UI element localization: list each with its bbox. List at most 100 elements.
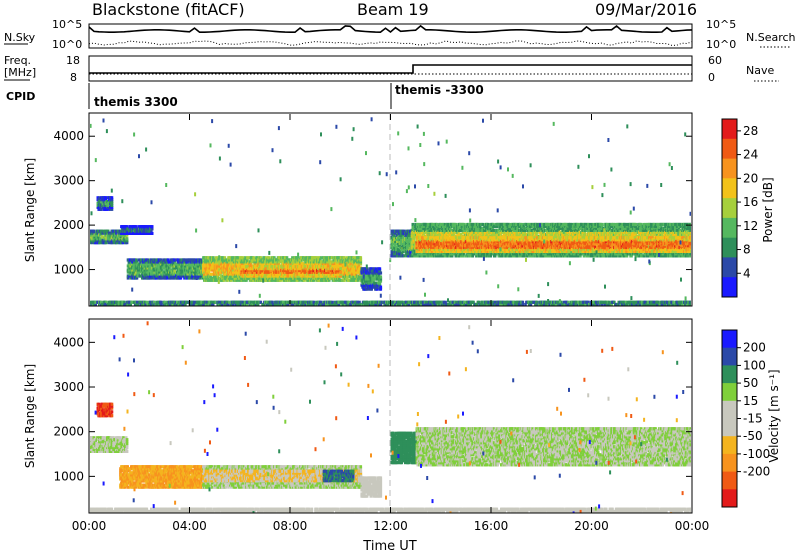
scatter-cell: [433, 230, 436, 234]
scatter-cell: [286, 258, 290, 262]
scatter-cell: [172, 276, 176, 280]
scatter-cell: [490, 230, 493, 234]
scatter-cell: [241, 276, 245, 280]
cpid-segment-2: themis -3300: [395, 83, 484, 97]
scatter-cell: [411, 242, 415, 246]
scatter-cell: [151, 272, 155, 276]
scatter-cell: [414, 234, 417, 238]
scatter-cell: [125, 241, 129, 245]
scatter-cell: [422, 232, 425, 236]
scatter-cell: [293, 276, 297, 280]
scatter-cell: [348, 258, 352, 262]
scatter-cell: [308, 265, 312, 269]
scatter-cell: [239, 268, 243, 272]
scatter-cell: [286, 278, 290, 282]
scatter-cell: [152, 262, 156, 266]
scatter-cell: [145, 260, 149, 264]
scatter-cell: [352, 274, 355, 278]
scatter-cell: [168, 272, 171, 276]
scatter-cell: [171, 266, 175, 270]
scatter-cell: [97, 198, 100, 202]
scatter-cell: [205, 266, 209, 270]
scatter-cell: [99, 231, 103, 235]
scatter-cell: [292, 274, 296, 278]
scatter-cell: [334, 258, 337, 262]
scatter-cell: [411, 226, 415, 230]
scatter-cell: [401, 248, 405, 252]
scatter-cell: [98, 239, 102, 243]
scatter-cell: [367, 287, 371, 291]
scatter-cell: [345, 264, 348, 268]
scatter-cell: [318, 256, 321, 260]
scatter-cell: [141, 266, 145, 270]
scatter-cell: [325, 268, 329, 272]
scatter-cell: [379, 275, 383, 279]
scatter-cell: [317, 267, 321, 271]
scatter-cell: [203, 270, 206, 274]
scatter-cell: [321, 267, 324, 271]
scatter-cell: [476, 232, 480, 236]
scatter-cell: [128, 229, 131, 233]
scatter-cell: [418, 222, 422, 227]
scatter-cell: [442, 228, 446, 232]
scatter-cell: [173, 264, 176, 268]
scatter-cell: [501, 226, 504, 230]
scatter-cell: [248, 265, 252, 269]
scatter-cell: [477, 230, 481, 234]
scatter-cell: [261, 260, 264, 264]
scatter-cell: [365, 287, 369, 291]
scatter-cell: [261, 272, 264, 276]
scatter-cell: [99, 205, 102, 209]
scatter-cell: [491, 226, 494, 230]
scatter-cell: [257, 258, 261, 262]
scatter-cell: [344, 268, 347, 272]
scatter-cell: [404, 239, 407, 243]
scatter-cell: [331, 274, 334, 278]
scatter-cell: [500, 228, 503, 232]
scatter-cell: [307, 278, 310, 282]
scatter-cell: [256, 260, 260, 264]
scatter-cell: [509, 222, 512, 227]
scatter-cell: [401, 254, 405, 258]
scatter-cell: [217, 258, 220, 262]
scatter-cell: [418, 226, 422, 230]
scatter-cell: [359, 258, 363, 262]
scatter-cell: [153, 264, 157, 268]
scatter-cell: [477, 228, 481, 232]
scatter-cell: [292, 262, 295, 266]
scatter-cell: [400, 239, 404, 243]
scatter-cell: [141, 229, 145, 233]
scatter-cell: [135, 276, 139, 280]
scatter-cell: [374, 273, 377, 277]
scatter-cell: [138, 262, 141, 266]
scatter-cell: [162, 260, 166, 264]
scatter-cell: [97, 203, 100, 207]
scatter-cell: [346, 256, 349, 260]
date-title: 09/Mar/2016: [595, 0, 697, 19]
scatter-cell: [319, 272, 323, 276]
scatter-cell: [486, 222, 490, 227]
scatter-cell: [485, 232, 489, 236]
scatter-cell: [100, 207, 103, 211]
scatter-cell: [165, 274, 168, 278]
scatter-cell: [201, 276, 204, 280]
scatter-cell: [242, 256, 246, 260]
scatter-cell: [105, 239, 108, 243]
scatter-cell: [481, 222, 484, 227]
scatter-cell: [165, 272, 168, 276]
scatter-cell: [375, 277, 379, 281]
scatter-cell: [194, 264, 198, 268]
scatter-cell: [322, 276, 326, 280]
scatter-cell: [454, 222, 458, 227]
scatter-cell: [233, 276, 237, 280]
scatter-cell: [173, 268, 176, 272]
scatter-cell: [412, 234, 415, 238]
scatter-cell: [116, 239, 120, 243]
radar-title: Blackstone (fitACF): [92, 0, 245, 19]
scatter-cell: [272, 272, 275, 276]
scatter-cell: [335, 270, 339, 274]
scatter-cell: [416, 228, 419, 232]
scatter-cell: [211, 260, 214, 264]
scatter-cell: [229, 260, 233, 264]
